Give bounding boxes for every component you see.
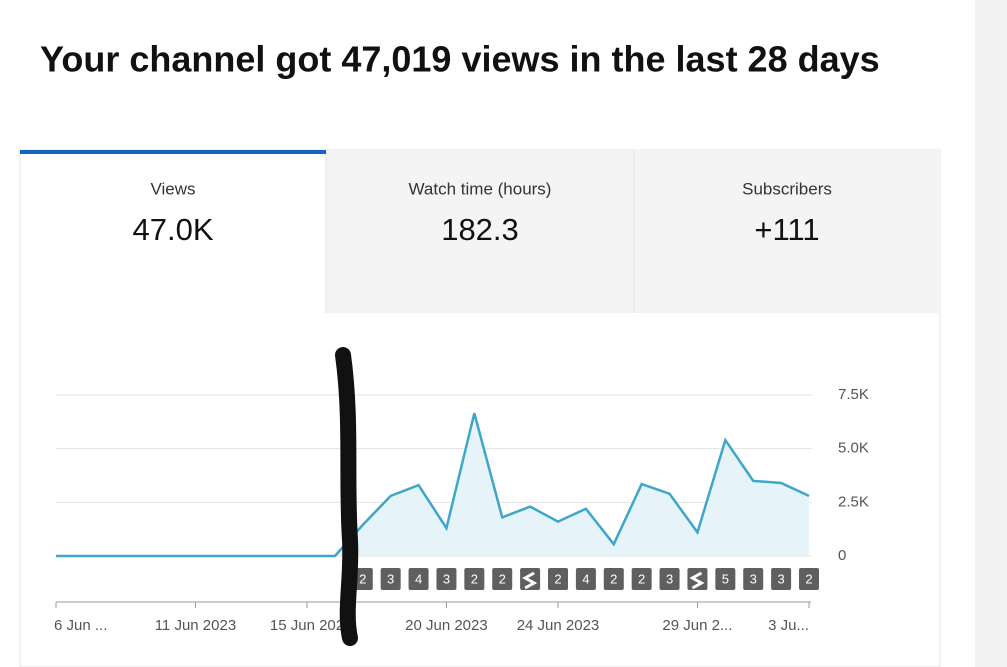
badge-label: 2 — [554, 571, 561, 586]
y-tick-label: 5.0K — [838, 440, 869, 457]
tab[interactable]: Views 47.0K — [132, 179, 213, 247]
active-tab-indicator — [20, 150, 326, 154]
marker-scribble — [335, 347, 359, 646]
tab-value: 47.0K — [132, 212, 213, 247]
badge — [380, 568, 401, 590]
x-tick-label: 20 Jun 2023 — [405, 617, 488, 634]
badge — [715, 568, 736, 590]
badge — [631, 568, 652, 590]
badge-label: 3 — [387, 571, 394, 586]
badge-label: 2 — [499, 571, 506, 586]
badge-label: 2 — [471, 571, 478, 586]
chart: 0 2.5K 5.0K 7.5K 6 Jun ... 11 Jun 2023 15 Jun … — [54, 386, 869, 634]
badge-label: 2 — [638, 571, 645, 586]
badge — [464, 568, 485, 590]
badge — [548, 568, 568, 590]
tab[interactable]: Watch time (hours) 182.3 — [409, 179, 552, 247]
y-tick-label: 0 — [838, 547, 846, 564]
scroll-strip — [975, 0, 1007, 667]
tab-label: Subscribers — [742, 179, 832, 198]
y-tick-label: 7.5K — [838, 386, 869, 403]
badge — [771, 568, 792, 590]
title: Your channel got 47,019 views in the las… — [40, 39, 880, 80]
badge-label: 3 — [443, 571, 450, 586]
badge — [492, 568, 513, 590]
badge-label: 4 — [415, 571, 422, 586]
x-tick-label: 11 Jun 2023 — [155, 617, 236, 634]
badge-label: 2 — [805, 571, 812, 586]
shorts-icon — [689, 571, 705, 590]
badge — [520, 568, 541, 590]
y-tick-label: 2.5K — [838, 493, 869, 510]
tab-value: 182.3 — [441, 212, 519, 247]
line — [56, 412, 810, 558]
badge-label: 3 — [750, 571, 757, 586]
badge — [575, 568, 596, 590]
badge — [743, 568, 764, 590]
tab[interactable]: Subscribers +111 — [742, 179, 832, 247]
x-tick-label: 29 Jun 2... — [662, 617, 732, 634]
x-tick-label: 15 Jun 202 — [270, 617, 344, 634]
badge — [436, 568, 457, 590]
badge-label: 2 — [610, 571, 617, 586]
tab-bg — [326, 150, 940, 313]
badge — [352, 568, 373, 590]
badge-label: 5 — [722, 571, 729, 586]
badge — [408, 568, 429, 590]
area — [56, 413, 809, 556]
tab-label: Watch time (hours) — [409, 179, 552, 198]
tab-label: Views — [150, 179, 195, 198]
badge-label: 3 — [777, 571, 784, 586]
badge — [659, 568, 680, 590]
x-tick-label: 6 Jun ... — [54, 617, 107, 634]
badge-label: 3 — [666, 571, 673, 586]
badge — [603, 568, 624, 590]
tab-value: +111 — [754, 212, 819, 247]
badge — [687, 568, 708, 590]
shorts-icon — [522, 571, 538, 590]
badge-label: 2 — [359, 571, 366, 586]
x-tick-label: 3 Ju... — [768, 617, 809, 634]
badge — [799, 568, 819, 590]
badge-label: 4 — [582, 571, 589, 586]
x-tick-label: 24 Jun 2023 — [517, 617, 600, 634]
